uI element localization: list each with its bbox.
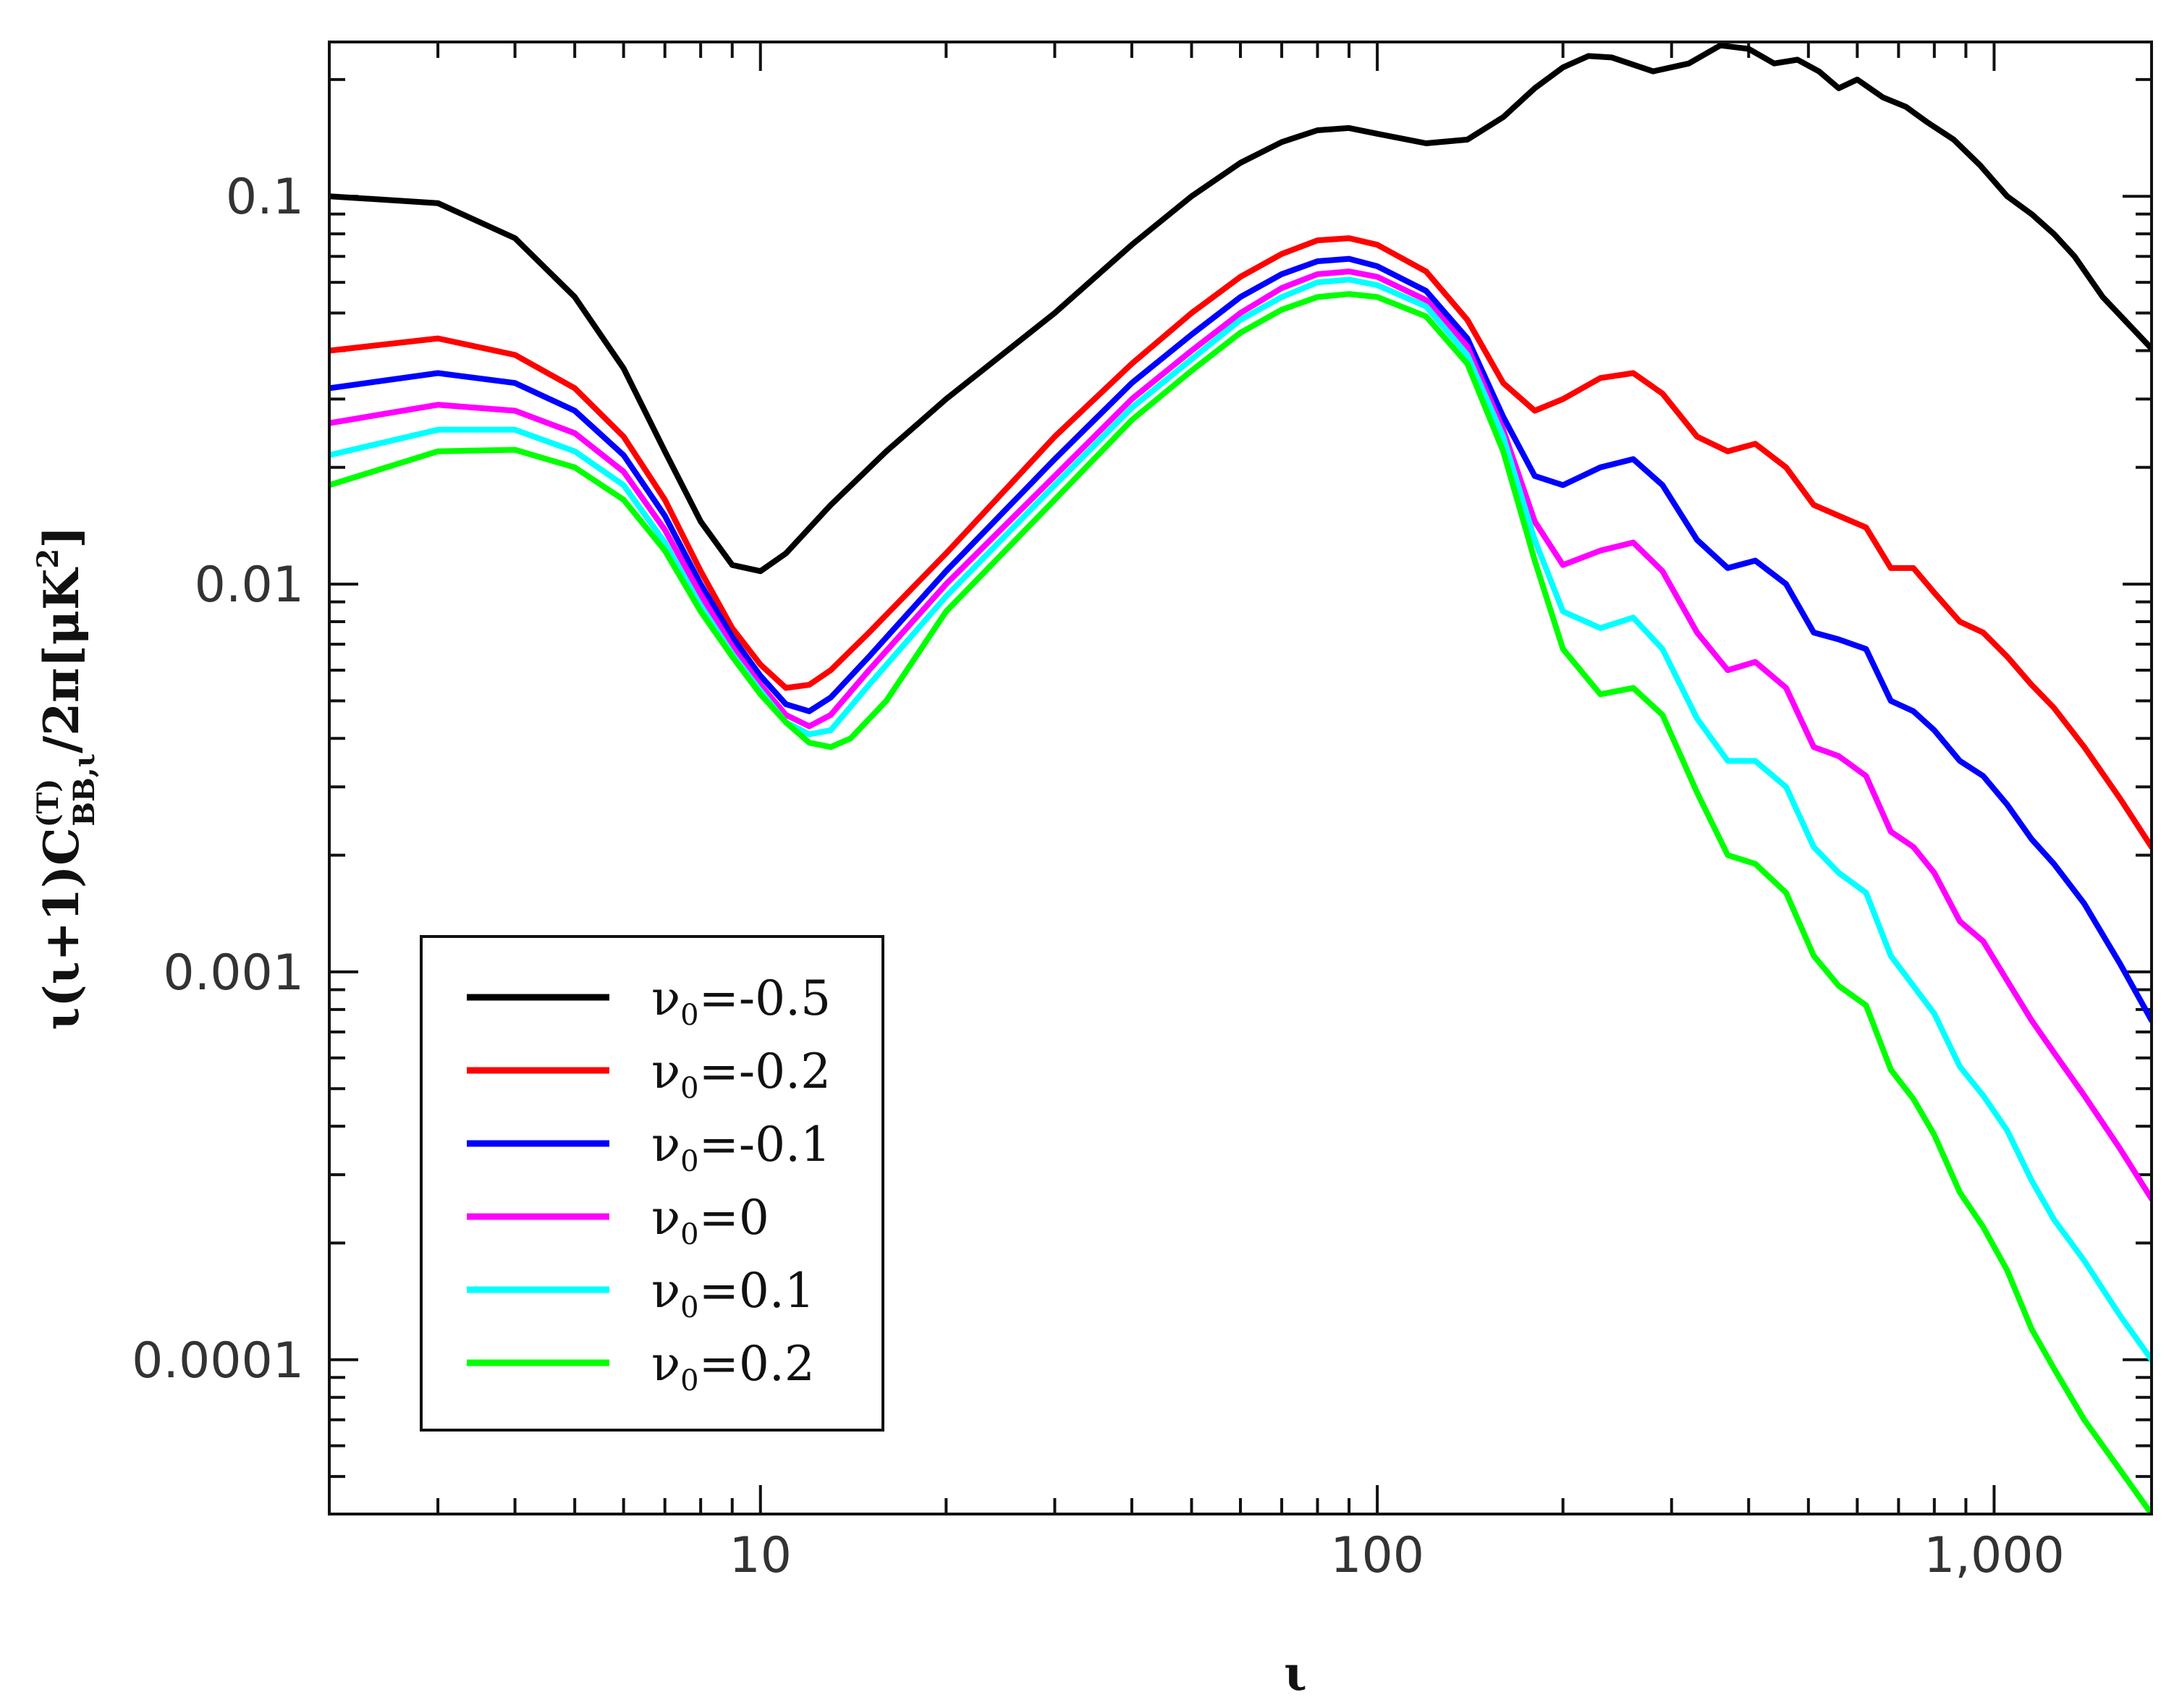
legend-label-0: ν0=-0.5 (651, 971, 831, 1032)
y-tick-label: 0.0001 (132, 1332, 304, 1390)
y-tick-label: 0.1 (226, 169, 304, 226)
plot-frame (328, 41, 2153, 1515)
x-axis-title: ι (1284, 1645, 1307, 1701)
series-line-5 (329, 291, 2152, 1514)
series-line-2 (329, 255, 2152, 1023)
y-axis-title-suffix: /2π[μK (33, 567, 90, 753)
series-line-3 (329, 269, 2152, 1202)
series-line-0 (329, 42, 2152, 575)
series-line-1 (329, 235, 2152, 850)
y-axis-title-sub: BB,ι (67, 753, 101, 826)
y-tick-label: 0.01 (195, 557, 304, 614)
y-axis-title-prefix: ι(ι+1)C (33, 827, 90, 1030)
legend-label-4: ν0=0.1 (651, 1263, 815, 1324)
y-axis-title-suffix-sup: 2 (31, 549, 65, 569)
legend-label-3: ν0=0 (651, 1190, 769, 1251)
x-tick-label: 10 (729, 1527, 792, 1584)
minor-ticks (328, 42, 2152, 1515)
legend: ν0=-0.5 ν0=-0.2 ν0=-0.1 ν0=0 ν0=0.1 ν0=0.2 (420, 935, 884, 1432)
y-axis-title: ι(ι+1)C(T)BB,ι/2π[μK2] (31, 526, 101, 1031)
svg-text:ι(ι+1)C(T)BB,ι/2π[μK2]: ι(ι+1)C(T)BB,ι/2π[μK2] (31, 526, 101, 1031)
y-axis-title-suffix-end: ] (33, 526, 90, 549)
legend-label-5: ν0=0.2 (651, 1336, 815, 1398)
legend-label-1: ν0=-0.2 (651, 1044, 831, 1105)
x-tick-label: 1,000 (1924, 1527, 2065, 1584)
y-axis-title-sup: (T) (31, 779, 65, 828)
x-tick-label: 100 (1330, 1527, 1424, 1584)
tick-labels: 10 100 1,000 0.1 0.01 0.001 0.0001 (132, 169, 2065, 1584)
y-tick-label: 0.001 (163, 944, 304, 1002)
legend-label-2: ν0=-0.1 (651, 1117, 831, 1178)
series-lines (329, 42, 2152, 1514)
legend-box (420, 935, 884, 1432)
